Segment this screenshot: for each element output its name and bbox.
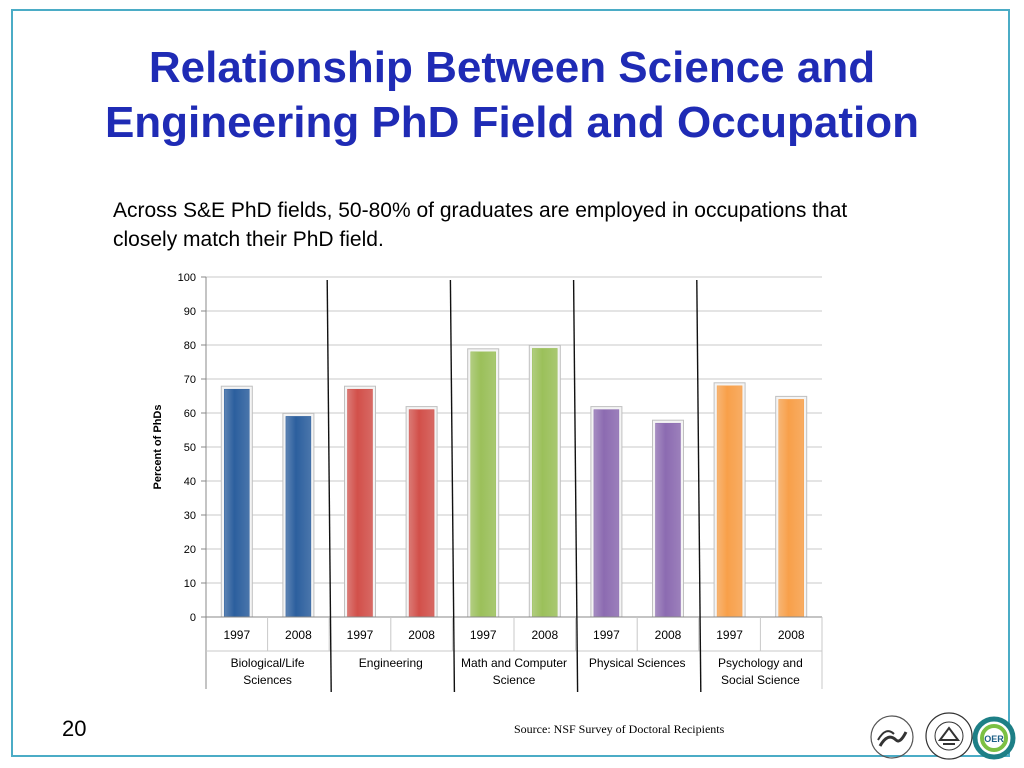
slide-frame xyxy=(11,9,1010,757)
group-label: Math and Computer xyxy=(461,656,567,670)
bar xyxy=(716,385,743,618)
bar xyxy=(347,388,373,618)
x-tick-label: 2008 xyxy=(408,628,435,642)
group-label: Biological/Life xyxy=(231,656,305,670)
slide-number: 20 xyxy=(62,716,87,741)
y-tick-label: 30 xyxy=(184,510,196,522)
x-tick-label: 2008 xyxy=(655,628,682,642)
y-tick-label: 80 xyxy=(184,340,196,352)
slide-title: Relationship Between Science and Enginee… xyxy=(104,43,920,147)
bar xyxy=(408,409,435,618)
x-tick-label: 2008 xyxy=(531,628,558,642)
group-label: Science xyxy=(493,673,536,687)
group-label: Physical Sciences xyxy=(589,656,686,670)
x-tick-label: 2008 xyxy=(285,628,312,642)
group-label: Psychology and xyxy=(718,656,803,670)
x-tick-label: 1997 xyxy=(223,628,250,642)
bar xyxy=(593,409,620,618)
y-tick-label: 20 xyxy=(184,544,196,556)
x-tick-label: 1997 xyxy=(593,628,620,642)
group-label: Sciences xyxy=(243,673,292,687)
y-tick-label: 50 xyxy=(184,442,196,454)
axes xyxy=(201,276,823,693)
group-separator xyxy=(572,279,579,693)
labels: 0 10 20 30 40 50 60 70 80 90 100 1997 2008 Biological… xyxy=(178,272,805,687)
y-tick-label: 10 xyxy=(184,578,196,590)
bar xyxy=(285,416,312,618)
y-tick-label: 90 xyxy=(184,306,196,318)
group-label: Social Science xyxy=(721,673,800,687)
x-tick-label: 2008 xyxy=(778,628,805,642)
logos: OER xyxy=(870,712,1016,760)
x-tick-label: 1997 xyxy=(716,628,743,642)
bar xyxy=(470,351,496,618)
slide-subtitle: Across S&E PhD fields, 50-80% of graduat… xyxy=(113,199,848,251)
bar xyxy=(655,422,681,618)
oer-logo-text: OER xyxy=(984,734,1004,744)
group-separator xyxy=(326,279,332,693)
y-tick-label: 0 xyxy=(190,612,196,624)
oer-logo-icon: OER xyxy=(972,716,1016,760)
bar xyxy=(224,388,250,618)
group-label: Engineering xyxy=(359,656,423,670)
y-tick-label: 60 xyxy=(184,408,196,420)
hhs-logo-icon xyxy=(870,715,914,759)
x-tick-label: 1997 xyxy=(347,628,374,642)
y-tick-label: 70 xyxy=(184,374,196,386)
bars xyxy=(220,344,808,618)
y-tick-label: 100 xyxy=(178,272,196,284)
bar xyxy=(532,348,558,618)
y-axis-title: Percent of PhDs xyxy=(152,405,164,490)
x-tick-label: 1997 xyxy=(470,628,497,642)
group-separator xyxy=(696,279,702,693)
bar xyxy=(778,399,804,618)
source-note: Source: NSF Survey of Doctoral Recipient… xyxy=(514,722,725,736)
group-separator xyxy=(449,279,456,693)
y-tick-label: 40 xyxy=(184,476,196,488)
nih-seal-icon xyxy=(925,712,973,760)
